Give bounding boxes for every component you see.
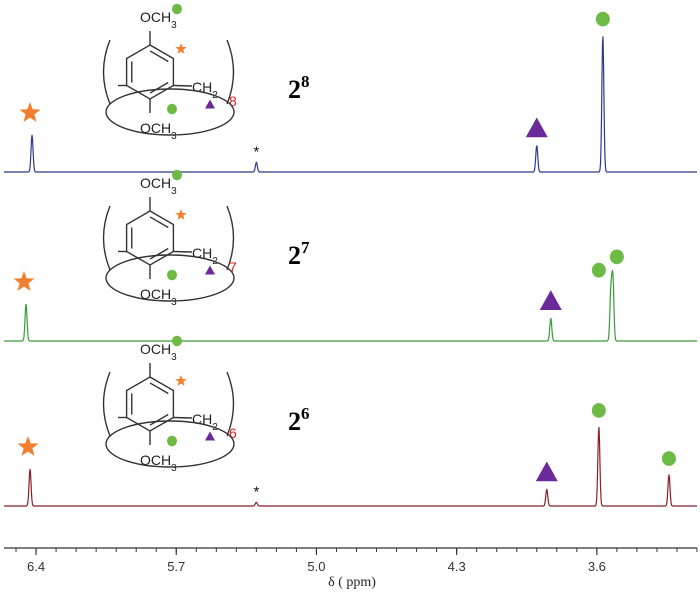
left-bracket (102, 39, 111, 105)
structure-27: OCH3 OCH3 CH2 7 27 (102, 169, 310, 308)
spectra-layer: ** (4, 11, 697, 507)
peak-marker-26-2-triangle (535, 461, 558, 482)
spectrum-trace (4, 36, 697, 173)
peak-marker-27-0-star (13, 271, 35, 291)
cavity-ellipse (105, 420, 235, 468)
top-methoxy-label: OCH3 (140, 175, 177, 197)
bond (173, 250, 193, 253)
peak-marker-27-1-triangle (539, 290, 562, 310)
bottom-methoxy-label: OCH3 (140, 452, 177, 474)
structure-star (175, 209, 187, 220)
bond (173, 84, 193, 87)
structure-circle-top (172, 335, 182, 347)
left-bracket (102, 371, 111, 437)
peak-marker-27-circle-0 (591, 262, 606, 278)
right-bracket (226, 39, 235, 105)
spectrum-trace (4, 269, 697, 342)
repeat-count: 7 (229, 259, 237, 275)
spectrum-28: * (4, 11, 697, 173)
ppm-axis: 6.4 5.7 5.0 4.3 3.6 δ ( ppm) (4, 547, 698, 590)
double-bond (149, 81, 169, 94)
bridge-label: CH2 (192, 79, 218, 101)
peak-marker-28-2-triangle (525, 117, 548, 138)
double-bond (149, 413, 169, 426)
compound-label: 28 (288, 72, 310, 104)
structure-star (175, 43, 187, 54)
peak-marker-28-1-asterisk: * (253, 143, 259, 160)
structure-triangle (205, 99, 215, 109)
peak-marker-26-circle-1 (661, 451, 676, 466)
structure-26: OCH3 OCH3 CH2 6 26 (102, 335, 310, 474)
structure-circle-bottom (167, 103, 177, 115)
structure-star (175, 375, 187, 386)
bond (173, 416, 193, 419)
structures-layer: OCH3 OCH3 CH2 8 28 OCH3 OCH3 CH2 7 27 OCH3 OCH3 CH2 6… (102, 3, 310, 474)
peak-marker-27-circle-1 (609, 249, 624, 265)
double-bond (149, 382, 169, 395)
right-bracket (226, 205, 235, 271)
structure-circle-bottom (167, 269, 177, 281)
structure-circle-top (172, 169, 182, 181)
double-bond (149, 216, 169, 229)
bridge-label: CH2 (192, 411, 218, 433)
top-methoxy-label: OCH3 (140, 341, 177, 363)
right-bracket (226, 371, 235, 437)
structure-circle-top (172, 3, 182, 15)
x-axis-title: δ ( ppm) (328, 575, 376, 590)
peak-marker-28-circle-0 (595, 11, 610, 27)
structure-triangle (205, 265, 215, 275)
structure-28: OCH3 OCH3 CH2 8 28 (102, 3, 310, 142)
repeat-count: 6 (229, 425, 237, 441)
spectrum-trace (4, 427, 697, 507)
benzene-ring (125, 44, 175, 100)
spectrum-26: * (4, 403, 697, 507)
peak-marker-26-1-asterisk: * (253, 483, 259, 500)
cavity-ellipse (105, 254, 235, 302)
structure-circle-bottom (167, 435, 177, 447)
benzene-ring (125, 210, 175, 266)
spectrum-27 (4, 249, 697, 342)
tick-label: 6.4 (27, 559, 45, 574)
compound-label: 27 (288, 238, 310, 270)
cavity-ellipse (105, 88, 235, 136)
peak-marker-28-0-star (19, 102, 41, 122)
repeat-count: 8 (229, 93, 237, 109)
top-methoxy-label: OCH3 (140, 9, 177, 31)
peak-marker-26-circle-0 (591, 403, 606, 418)
benzene-ring (125, 376, 175, 432)
tick-label: 5.7 (167, 559, 185, 574)
tick-label: 4.3 (448, 559, 466, 574)
left-bracket (102, 205, 111, 271)
structure-triangle (205, 431, 215, 441)
compound-label: 26 (288, 404, 310, 436)
peak-marker-26-0-star (17, 436, 39, 456)
double-bond (149, 247, 169, 260)
double-bond (149, 50, 169, 63)
bottom-methoxy-label: OCH3 (140, 120, 177, 142)
tick-label: 5.0 (307, 559, 325, 574)
bridge-label: CH2 (192, 245, 218, 267)
tick-label: 3.6 (588, 559, 606, 574)
bottom-methoxy-label: OCH3 (140, 286, 177, 308)
